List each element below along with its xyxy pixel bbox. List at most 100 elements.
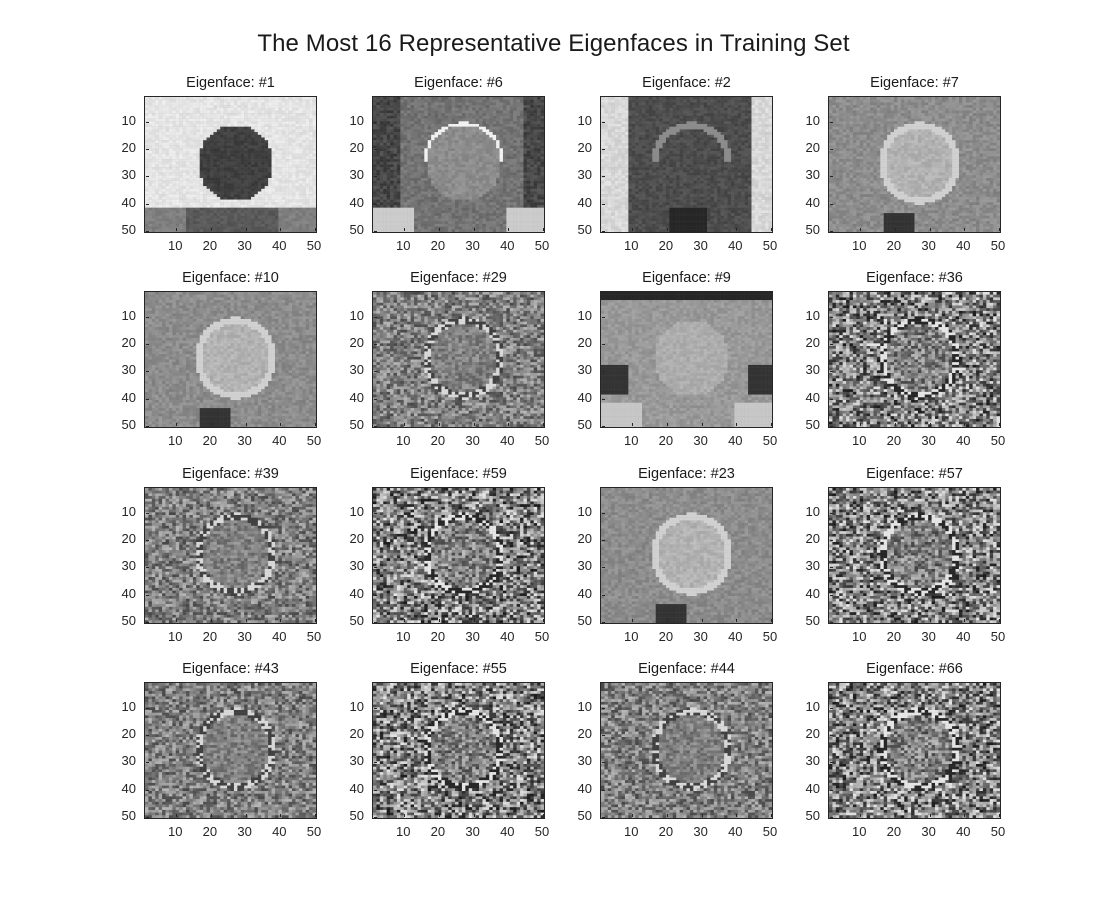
eigenface-panel: Eigenface: #59 10 20 30 40 50 10 20 30 40 50 — [350, 466, 550, 644]
x-tick-mark — [245, 619, 247, 622]
y-tick-mark — [146, 398, 149, 400]
x-tick-label: 50 — [299, 433, 329, 448]
x-tick-mark — [771, 228, 772, 231]
eigenface-image — [144, 291, 317, 428]
x-tick-label: 40 — [264, 238, 294, 253]
x-tick-mark — [894, 619, 896, 622]
y-tick-mark — [374, 762, 377, 764]
x-tick-label: 50 — [299, 824, 329, 839]
y-tick-label: 50 — [336, 808, 364, 823]
x-tick-label: 50 — [983, 629, 1013, 644]
x-tick-label: 50 — [983, 433, 1013, 448]
x-tick-mark — [632, 423, 634, 426]
y-tick-label: 30 — [336, 362, 364, 377]
y-tick-mark — [830, 734, 833, 736]
eigenface-panel: Eigenface: #29 10 20 30 40 50 10 20 30 40 50 — [350, 270, 550, 448]
y-tick-label: 40 — [336, 586, 364, 601]
eigenface-image — [828, 291, 1001, 428]
y-tick-mark — [146, 512, 149, 514]
x-tick-label: 20 — [651, 238, 681, 253]
eigenface-panel: Eigenface: #66 10 20 30 40 50 10 20 30 40 50 — [806, 661, 1006, 839]
eigenface-panel-title: Eigenface: #23 — [570, 466, 803, 482]
y-tick-mark — [146, 622, 149, 623]
y-tick-mark — [374, 539, 377, 541]
x-tick-mark — [176, 814, 178, 817]
x-tick-mark — [929, 228, 931, 231]
y-tick-mark — [146, 343, 149, 345]
y-tick-label: 20 — [108, 531, 136, 546]
y-tick-mark — [602, 316, 605, 318]
x-tick-label: 40 — [720, 238, 750, 253]
x-tick-mark — [736, 619, 738, 622]
x-tick-label: 10 — [844, 824, 874, 839]
y-tick-label: 10 — [336, 504, 364, 519]
y-tick-mark — [830, 203, 833, 205]
x-tick-mark — [771, 619, 772, 622]
eigenface-panel: Eigenface: #36 10 20 30 40 50 10 20 30 40 50 — [806, 270, 1006, 448]
x-tick-label: 10 — [388, 433, 418, 448]
x-tick-label: 10 — [844, 433, 874, 448]
x-tick-label: 10 — [616, 238, 646, 253]
eigenface-image — [600, 96, 773, 233]
x-tick-label: 30 — [230, 238, 260, 253]
y-tick-mark — [602, 539, 605, 541]
eigenface-panel-title: Eigenface: #2 — [570, 75, 803, 91]
x-tick-label: 10 — [160, 238, 190, 253]
eigenface-panel-title: Eigenface: #39 — [114, 466, 347, 482]
x-tick-label: 10 — [160, 824, 190, 839]
x-tick-mark — [771, 814, 772, 817]
x-tick-label: 10 — [844, 629, 874, 644]
x-tick-mark — [543, 423, 544, 426]
x-tick-mark — [999, 423, 1000, 426]
x-tick-mark — [473, 228, 475, 231]
y-tick-label: 20 — [564, 726, 592, 741]
eigenface-image — [372, 291, 545, 428]
x-tick-mark — [964, 228, 966, 231]
x-tick-label: 30 — [230, 629, 260, 644]
y-tick-label: 50 — [564, 222, 592, 237]
y-tick-label: 30 — [108, 167, 136, 182]
x-tick-mark — [315, 228, 316, 231]
y-tick-label: 10 — [108, 113, 136, 128]
y-tick-mark — [830, 622, 833, 623]
eigenface-panel-title: Eigenface: #55 — [342, 661, 575, 677]
y-tick-mark — [830, 316, 833, 318]
eigenface-panel-title: Eigenface: #1 — [114, 75, 347, 91]
y-tick-label: 20 — [108, 335, 136, 350]
x-tick-label: 50 — [983, 238, 1013, 253]
x-tick-mark — [245, 814, 247, 817]
x-tick-mark — [999, 619, 1000, 622]
y-tick-mark — [146, 316, 149, 318]
y-tick-mark — [602, 343, 605, 345]
x-tick-label: 40 — [720, 629, 750, 644]
x-tick-mark — [736, 228, 738, 231]
x-tick-label: 10 — [160, 629, 190, 644]
x-tick-mark — [210, 814, 212, 817]
y-tick-label: 20 — [336, 531, 364, 546]
x-tick-label: 30 — [686, 433, 716, 448]
x-tick-mark — [894, 814, 896, 817]
x-tick-label: 10 — [388, 238, 418, 253]
y-tick-mark — [602, 789, 605, 791]
x-tick-mark — [964, 423, 966, 426]
y-tick-label: 10 — [108, 699, 136, 714]
y-tick-label: 10 — [336, 699, 364, 714]
eigenface-panel: Eigenface: #10 10 20 30 40 50 10 20 30 40 50 — [122, 270, 322, 448]
x-tick-label: 50 — [527, 238, 557, 253]
x-tick-label: 30 — [914, 629, 944, 644]
y-tick-mark — [830, 512, 833, 514]
y-tick-mark — [374, 176, 377, 178]
eigenface-panel: Eigenface: #7 10 20 30 40 50 10 20 30 40 50 — [806, 75, 1006, 253]
y-tick-mark — [830, 121, 833, 123]
x-tick-label: 20 — [195, 824, 225, 839]
y-tick-mark — [146, 121, 149, 123]
y-tick-mark — [374, 567, 377, 569]
y-tick-label: 40 — [108, 195, 136, 210]
x-tick-mark — [210, 228, 212, 231]
eigenface-image — [144, 96, 317, 233]
x-tick-mark — [860, 423, 862, 426]
y-tick-label: 20 — [336, 726, 364, 741]
x-tick-label: 30 — [914, 238, 944, 253]
y-tick-label: 50 — [564, 808, 592, 823]
x-tick-label: 30 — [914, 433, 944, 448]
